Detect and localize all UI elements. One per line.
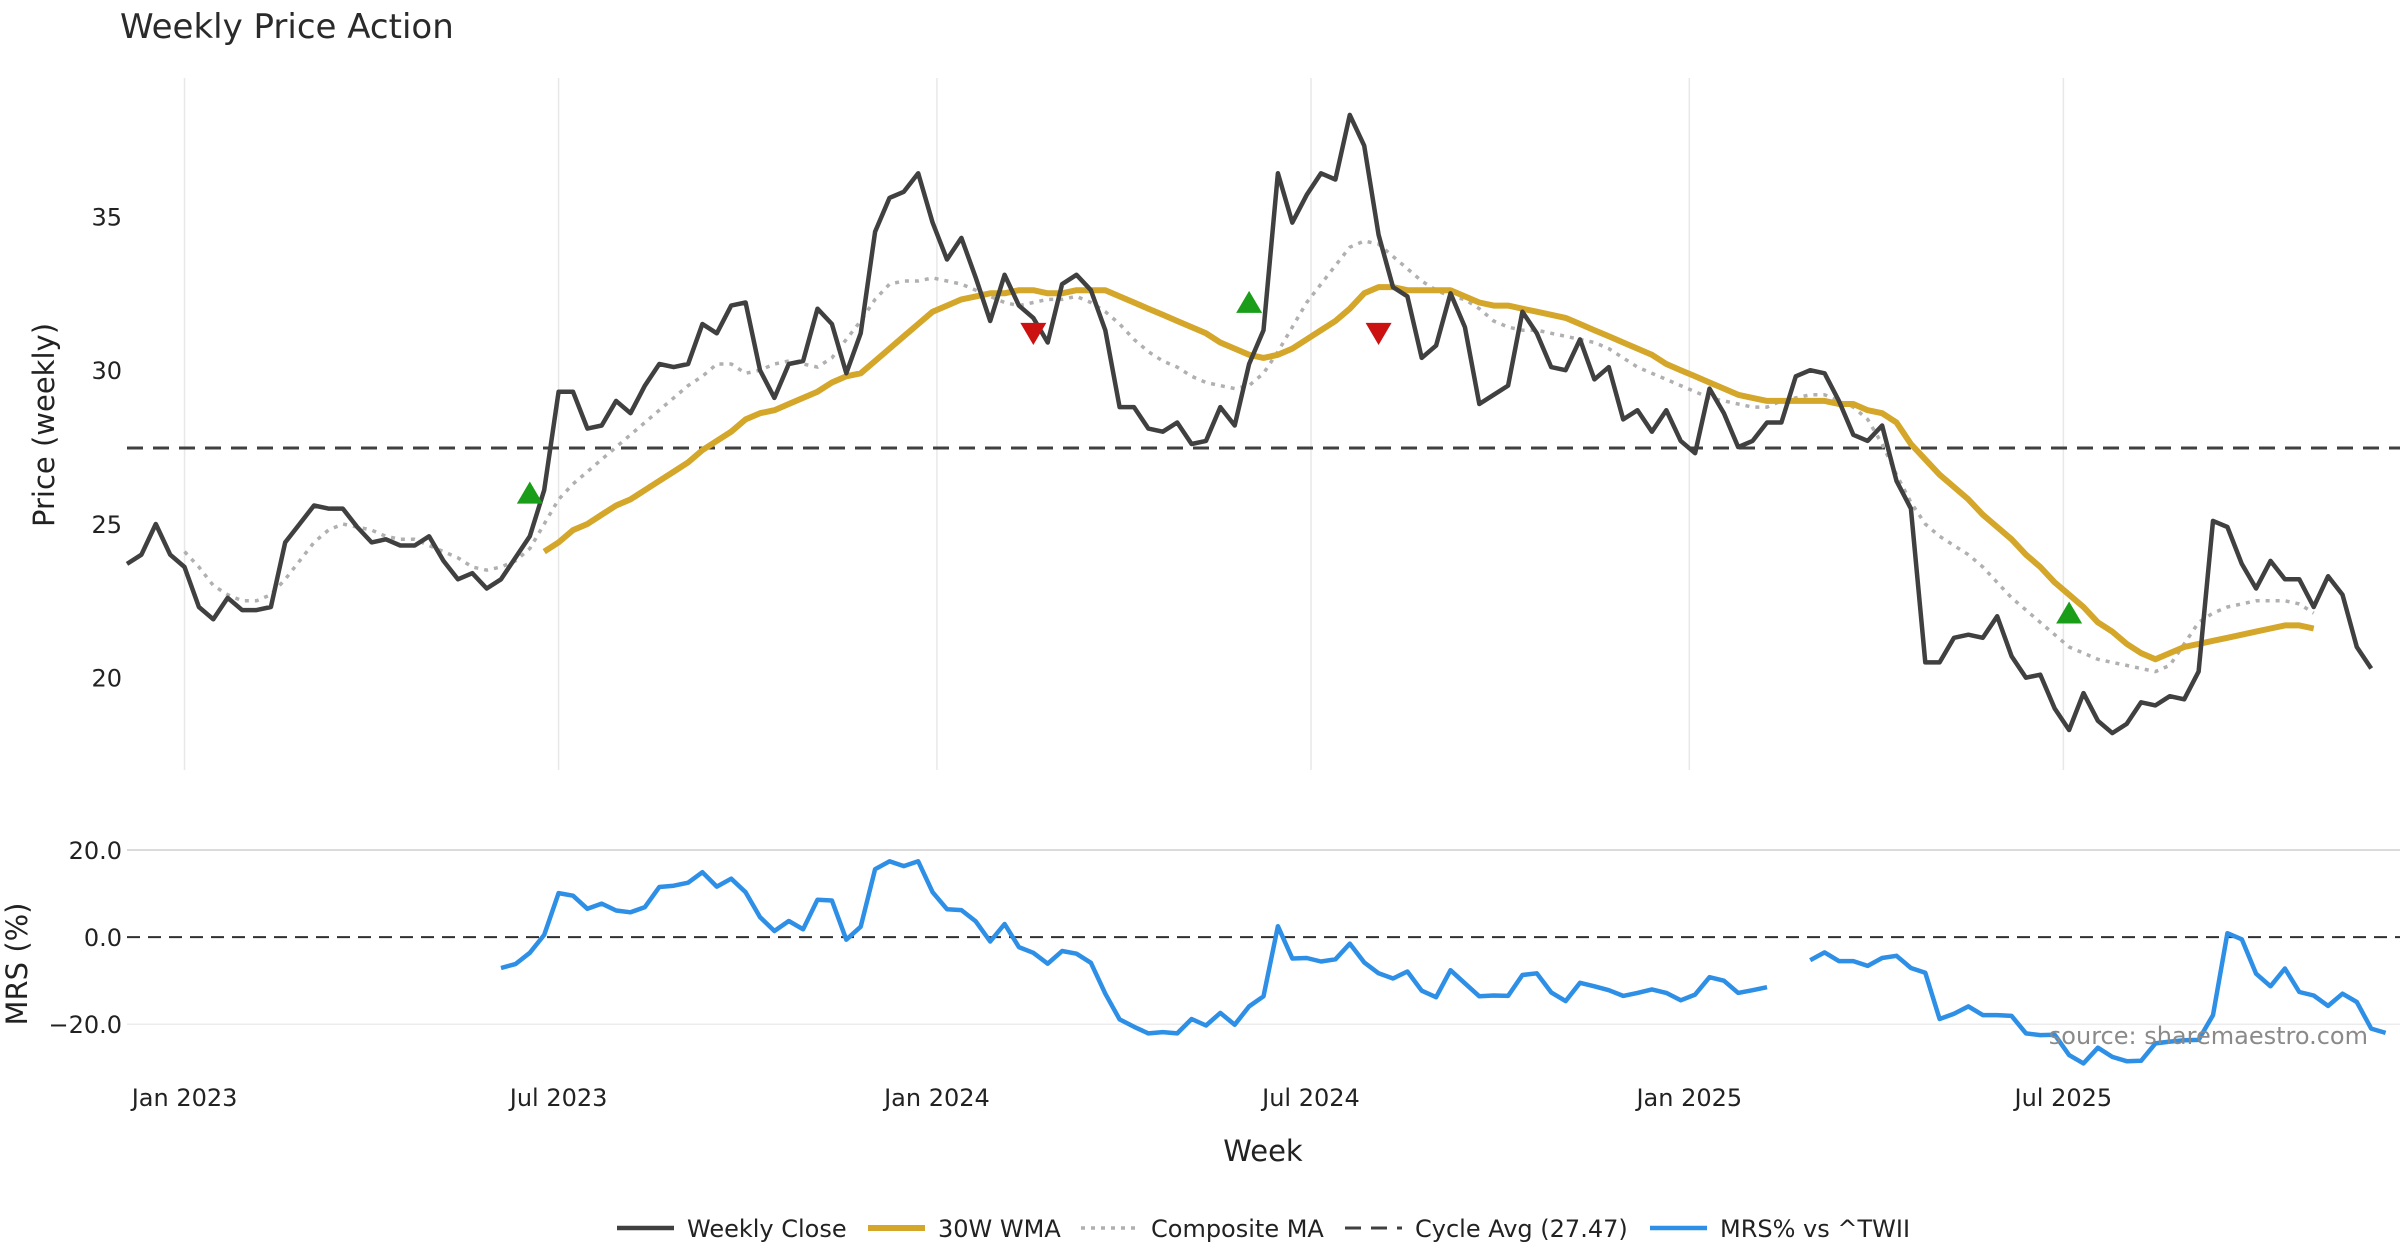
mrs-ytick-2: −20.0	[48, 1011, 122, 1039]
legend-label-3: Cycle Avg (27.47)	[1415, 1215, 1628, 1243]
series-mrs	[500, 859, 2387, 1066]
marker-sell-1	[1020, 322, 1047, 345]
signal-markers	[516, 290, 2083, 624]
series-composite-ma	[183, 239, 2315, 674]
price-panel: 20 25 30 35 Price (weekly)	[27, 78, 2400, 770]
source-annotation: source: sharemaestro.com	[2049, 1022, 2368, 1050]
mrs-y-ticks: 20.0 0.0 −20.0	[48, 837, 122, 1039]
mrs-ytick-0: 20.0	[69, 837, 122, 865]
price-y-axis-label: Price (weekly)	[27, 323, 61, 527]
xtick-5: Jul 2025	[2013, 1084, 2113, 1112]
price-ytick-25: 25	[91, 511, 122, 539]
series-30w-wma	[542, 284, 2315, 663]
x-axis-label: Week	[1223, 1134, 1303, 1168]
mrs-panel: 20.0 0.0 −20.0 MRS (%) source: sharemaestr…	[0, 837, 2400, 1066]
xtick-4: Jan 2025	[1634, 1084, 1742, 1112]
mrs-ytick-1: 0.0	[84, 924, 122, 952]
price-y-ticks: 20 25 30 35	[91, 203, 122, 692]
xtick-1: Jul 2023	[508, 1084, 608, 1112]
xtick-2: Jan 2024	[882, 1084, 990, 1112]
xtick-0: Jan 2023	[130, 1084, 238, 1112]
legend-label-0: Weekly Close	[687, 1215, 847, 1243]
chart-title: Weekly Price Action	[120, 7, 454, 47]
mrs-y-axis-label: MRS (%)	[0, 903, 34, 1026]
marker-buy-2	[1236, 290, 1263, 313]
price-ytick-20: 20	[91, 665, 122, 693]
legend: Weekly Close 30W WMA Composite MA Cycle Avg…	[617, 1215, 1910, 1243]
price-ytick-30: 30	[91, 357, 122, 385]
marker-buy-0	[516, 481, 543, 504]
legend-label-1: 30W WMA	[938, 1215, 1061, 1243]
legend-label-4: MRS% vs ^TWII	[1720, 1215, 1910, 1243]
marker-sell-3	[1365, 322, 1392, 345]
mrs-segment-0	[500, 859, 1768, 1036]
price-gridlines	[183, 78, 2065, 770]
mrs-segment-1	[1809, 930, 2387, 1066]
x-axis-ticks: Jan 2023 Jul 2023 Jan 2024 Jul 2024 Jan 2025…	[130, 1084, 2113, 1112]
legend-label-2: Composite MA	[1151, 1215, 1324, 1243]
price-ytick-35: 35	[91, 203, 122, 231]
series-weekly-close	[125, 112, 2374, 736]
marker-buy-4	[2056, 601, 2083, 624]
xtick-3: Jul 2024	[1260, 1084, 1360, 1112]
